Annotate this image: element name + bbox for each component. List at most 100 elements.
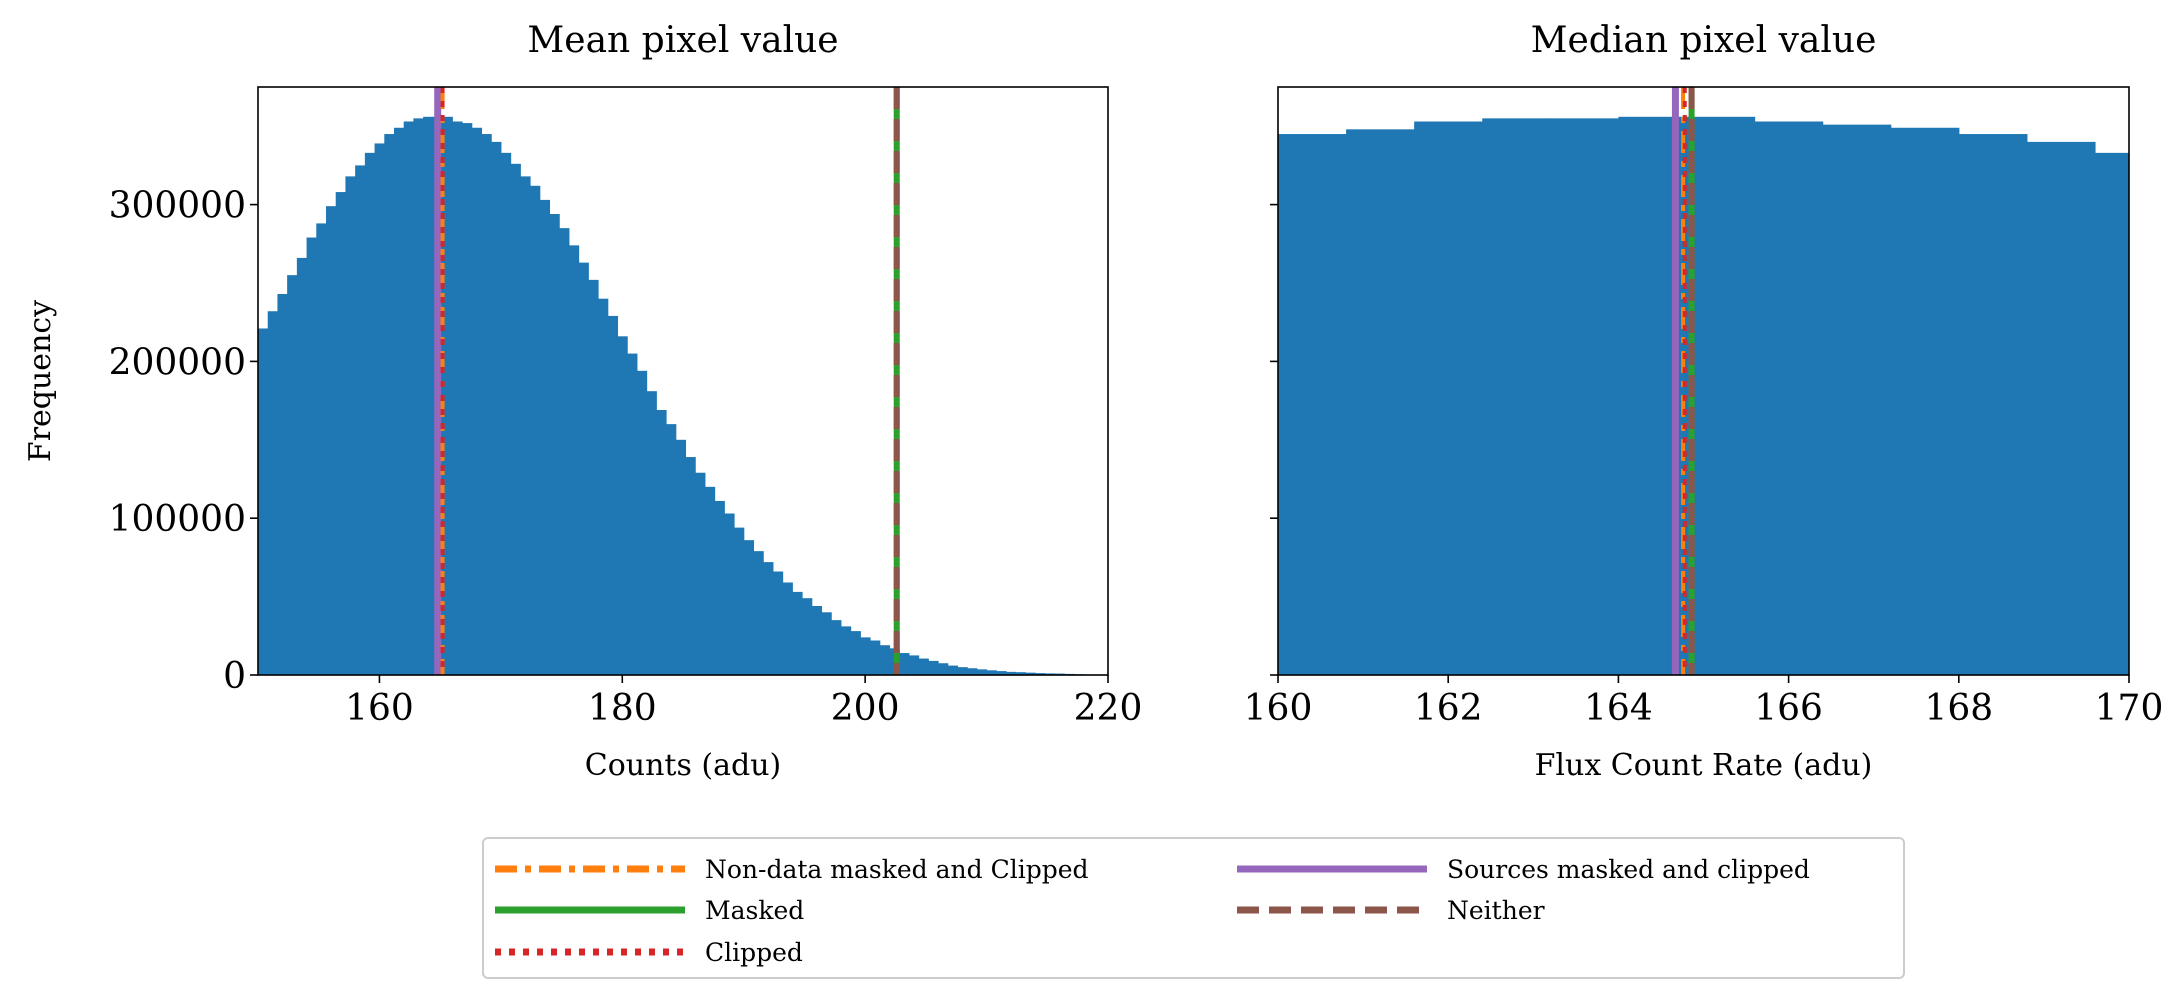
histogram-bar bbox=[578, 262, 589, 675]
histogram-bar bbox=[1006, 671, 1017, 675]
histogram-bar bbox=[1346, 129, 1415, 675]
histogram-bar bbox=[598, 298, 609, 675]
histogram-bar bbox=[918, 658, 929, 675]
histogram-bar bbox=[384, 134, 395, 675]
histogram-bar bbox=[423, 116, 434, 675]
histogram-bar bbox=[394, 127, 405, 675]
histogram-bar bbox=[539, 199, 551, 675]
histogram-bar bbox=[792, 591, 803, 675]
histogram-bar bbox=[996, 671, 1007, 675]
histogram-bar bbox=[1482, 118, 1551, 675]
legend-label: Masked bbox=[705, 896, 804, 925]
legend-label: Sources masked and clipped bbox=[1447, 855, 1810, 884]
histogram-bar bbox=[568, 245, 580, 675]
histogram-bar bbox=[481, 134, 492, 675]
histogram-bar bbox=[607, 315, 619, 675]
histogram-bar bbox=[656, 410, 667, 675]
x-axis-label: Flux Count Rate (adu) bbox=[1535, 748, 1873, 783]
histogram-bar bbox=[850, 631, 861, 675]
histogram-bar bbox=[403, 121, 415, 675]
histogram-bar bbox=[326, 206, 337, 675]
histogram-bar bbox=[355, 165, 366, 675]
histogram-bar bbox=[2026, 141, 2096, 675]
histogram-bar bbox=[617, 336, 628, 675]
legend: Non-data masked and Clipped Masked Clipped… bbox=[482, 837, 1905, 979]
legend-label: Clipped bbox=[705, 938, 803, 967]
axes-frame bbox=[1277, 86, 2130, 676]
histogram-bar bbox=[714, 500, 725, 675]
histogram-bar bbox=[510, 163, 521, 675]
histogram-bar bbox=[520, 176, 531, 675]
histogram-bar bbox=[442, 116, 453, 675]
histogram-bar bbox=[899, 653, 910, 675]
x-tick-label: 168 bbox=[1924, 688, 1993, 729]
histogram-bar bbox=[1550, 118, 1619, 675]
histogram-bar bbox=[908, 655, 920, 675]
histogram-bar bbox=[1890, 127, 1960, 675]
histogram-bar bbox=[364, 152, 376, 675]
histogram-bar bbox=[772, 571, 784, 675]
x-axis-label: Counts (adu) bbox=[585, 748, 781, 783]
histogram-bar bbox=[588, 279, 599, 675]
histogram-bar bbox=[345, 176, 356, 675]
histogram-bar bbox=[452, 121, 463, 675]
histogram-bar bbox=[646, 391, 657, 675]
x-tick-label: 160 bbox=[345, 688, 414, 729]
plot-area bbox=[258, 87, 1095, 675]
plot-area bbox=[1278, 87, 2129, 675]
histogram-bar bbox=[928, 660, 939, 675]
histogram-bar bbox=[879, 645, 891, 675]
histogram-bar bbox=[1822, 124, 1892, 675]
x-tick-label: 162 bbox=[1414, 688, 1483, 729]
histogram-bar bbox=[549, 214, 560, 675]
histogram-bar bbox=[734, 527, 745, 675]
histogram-bar bbox=[1754, 121, 1824, 675]
histogram-bar bbox=[627, 353, 638, 675]
histogram-bar bbox=[743, 540, 755, 675]
legend-frame bbox=[482, 837, 1905, 979]
histogram-bar bbox=[316, 223, 327, 675]
histogram-bar bbox=[500, 152, 512, 675]
histogram-bar bbox=[267, 311, 279, 675]
histogram-bar bbox=[306, 237, 317, 675]
y-tick-label: 300000 bbox=[109, 186, 246, 227]
histogram-bar bbox=[1686, 116, 1756, 675]
histogram-bar bbox=[1015, 672, 1027, 675]
histogram-bar bbox=[636, 370, 648, 675]
chart-title: Median pixel value bbox=[1531, 20, 1877, 61]
histogram-bar bbox=[821, 612, 832, 675]
histogram-bar bbox=[413, 118, 424, 675]
y-axis-label: Frequency bbox=[23, 300, 58, 462]
chart-title: Mean pixel value bbox=[527, 20, 838, 61]
histogram-bar bbox=[763, 562, 774, 675]
histogram-bar bbox=[462, 123, 473, 675]
x-tick-label: 166 bbox=[1754, 688, 1823, 729]
histogram-bar bbox=[938, 663, 949, 675]
histogram-bar bbox=[559, 228, 570, 675]
histogram-bar bbox=[258, 328, 269, 675]
histogram-bar bbox=[860, 637, 871, 675]
histogram-bar bbox=[277, 293, 288, 675]
axes-frame bbox=[257, 86, 1109, 676]
legend-label: Non-data masked and Clipped bbox=[705, 855, 1089, 884]
histogram-bar bbox=[986, 670, 997, 675]
histogram-bar bbox=[1025, 672, 1036, 675]
y-tick-label: 0 bbox=[223, 656, 246, 697]
x-tick-label: 200 bbox=[831, 688, 900, 729]
left-histogram-axes: 160 180 200 220 0 100000 200000 300000 Mean pixe… bbox=[23, 20, 1142, 783]
histogram-bar bbox=[831, 620, 842, 675]
histogram-bar bbox=[811, 606, 823, 675]
histogram-bar bbox=[1035, 673, 1046, 675]
histogram-bar bbox=[335, 192, 347, 675]
histogram-bar bbox=[695, 472, 706, 675]
x-tick-label: 180 bbox=[588, 688, 657, 729]
legend-label: Neither bbox=[1447, 896, 1545, 925]
histogram-bar bbox=[1278, 134, 1347, 675]
histogram-bar bbox=[685, 457, 696, 675]
histogram-bar bbox=[491, 141, 502, 675]
histogram-bar bbox=[840, 626, 852, 675]
histogram-bar bbox=[374, 143, 385, 675]
histogram-bar bbox=[471, 127, 483, 675]
histogram-bar bbox=[1414, 121, 1483, 675]
